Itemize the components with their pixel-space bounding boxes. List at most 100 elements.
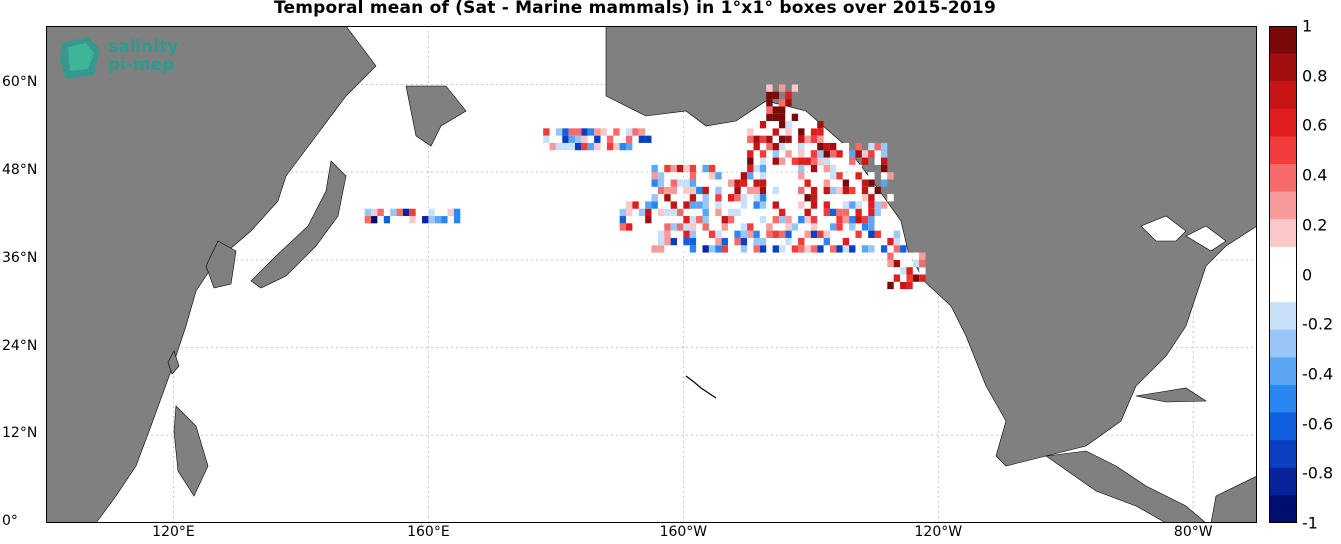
- data-cell: [849, 150, 856, 158]
- data-cell: [689, 179, 697, 187]
- colorbar-tick-label: 0.8: [1302, 66, 1328, 86]
- data-cell: [753, 245, 760, 253]
- data-cell: [676, 164, 684, 173]
- data-cell: [798, 150, 805, 158]
- data-cell: [645, 208, 652, 217]
- data-cell: [664, 179, 671, 187]
- data-cell: [849, 245, 856, 253]
- data-cell: [855, 216, 862, 224]
- data-cell: [600, 128, 607, 136]
- data-cell: [798, 142, 805, 151]
- data-cell: [861, 150, 869, 158]
- data-cell: [594, 135, 601, 143]
- data-cell: [772, 91, 779, 100]
- colorbar-segment: [1269, 191, 1297, 220]
- map-frame: [46, 26, 1257, 523]
- data-cell: [371, 216, 378, 224]
- data-cell: [817, 172, 824, 180]
- data-cell: [664, 164, 671, 173]
- data-cell: [874, 237, 881, 246]
- map-plot: [46, 26, 1257, 523]
- data-cell: [721, 223, 728, 231]
- colorbar-segment: [1269, 81, 1297, 110]
- data-cell: [632, 201, 639, 209]
- data-cell: [842, 186, 850, 195]
- data-cell: [753, 164, 760, 173]
- data-cell: [683, 164, 690, 173]
- data-cell: [715, 186, 722, 195]
- data-cell: [568, 128, 576, 136]
- data-cell: [575, 128, 582, 136]
- data-cell: [778, 237, 786, 246]
- data-cell: [842, 245, 850, 253]
- data-cell: [594, 142, 601, 151]
- data-cell: [702, 223, 709, 231]
- data-cell: [791, 245, 799, 253]
- data-cell: [657, 230, 665, 238]
- data-cell: [632, 128, 639, 136]
- data-cell: [747, 128, 754, 136]
- data-cell: [772, 128, 779, 136]
- land-central-america: [1045, 450, 1207, 523]
- data-cell: [836, 208, 843, 217]
- colorbar-segment: [1269, 440, 1297, 469]
- data-cell: [766, 142, 773, 151]
- colorbar-tick-label: 1: [1302, 16, 1313, 36]
- data-cell: [906, 252, 913, 260]
- data-cell: [849, 179, 856, 187]
- data-cell: [689, 164, 697, 173]
- data-cell: [619, 201, 627, 209]
- data-cell: [759, 245, 767, 253]
- data-cell: [575, 142, 582, 151]
- colorbar-tick-label: 0.6: [1302, 115, 1328, 135]
- data-cell: [371, 208, 378, 217]
- data-cell: [778, 113, 786, 122]
- data-cell: [759, 179, 767, 187]
- data-cell: [422, 216, 429, 224]
- data-cell: [868, 223, 875, 231]
- data-cell: [849, 216, 856, 224]
- data-cell: [772, 106, 779, 114]
- data-cell: [753, 194, 760, 202]
- data-cell: [727, 194, 735, 202]
- data-cell: [626, 223, 633, 231]
- data-cell: [804, 179, 811, 187]
- data-cell: [861, 186, 869, 195]
- data-cell: [868, 216, 875, 224]
- data-cell: [453, 208, 461, 217]
- data-cell: [842, 237, 850, 246]
- data-cell: [817, 135, 824, 143]
- data-cell: [721, 208, 728, 217]
- data-cell: [766, 99, 773, 107]
- lat-tick-label: 12°N: [2, 425, 38, 442]
- data-cell: [842, 208, 850, 217]
- data-cell: [798, 194, 805, 202]
- data-cell: [766, 121, 773, 129]
- colorbar-tick-label: -0.2: [1302, 314, 1334, 334]
- land-asia: [46, 26, 377, 523]
- data-cell: [778, 208, 786, 217]
- data-cell: [836, 194, 843, 202]
- data-cell: [874, 208, 881, 217]
- data-cell: [868, 208, 875, 217]
- data-cell: [383, 216, 391, 224]
- data-cell: [747, 172, 754, 180]
- data-cell: [842, 142, 850, 151]
- data-cell: [772, 142, 779, 151]
- data-cell: [619, 216, 627, 224]
- data-cell: [900, 274, 907, 282]
- land-cuba: [1135, 387, 1207, 403]
- data-cell: [855, 186, 862, 195]
- data-cell: [810, 179, 818, 187]
- data-cell: [810, 230, 818, 238]
- colorbar-segment: [1269, 26, 1297, 55]
- data-cell: [632, 135, 639, 143]
- data-cell: [708, 164, 716, 173]
- data-cell: [798, 216, 805, 224]
- data-cell: [689, 172, 697, 180]
- data-cell: [810, 164, 818, 173]
- data-cell: [747, 135, 754, 143]
- data-cell: [912, 252, 920, 260]
- data-cell: [396, 208, 403, 217]
- lon-tick-label: 120°W: [914, 524, 963, 540]
